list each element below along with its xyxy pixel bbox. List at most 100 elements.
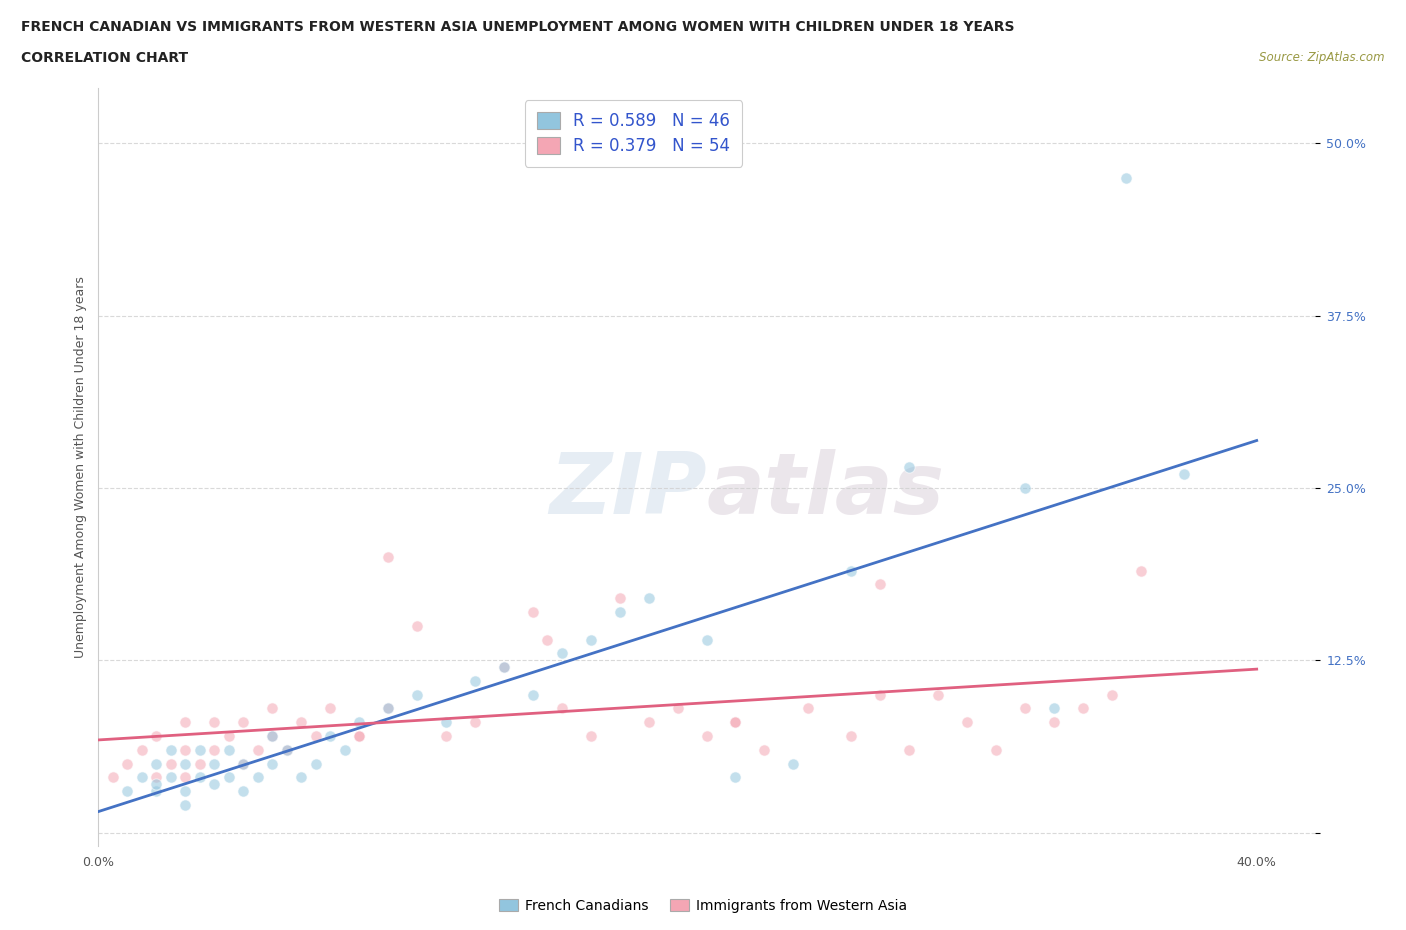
Point <box>609 604 631 619</box>
Text: ZIP: ZIP <box>548 448 707 532</box>
Point <box>218 770 240 785</box>
Point <box>637 715 659 730</box>
Point <box>174 742 197 757</box>
Point <box>232 715 254 730</box>
Point <box>145 770 167 785</box>
Point <box>839 728 862 743</box>
Point <box>551 701 574 716</box>
Point <box>754 742 776 757</box>
Point <box>536 632 558 647</box>
Point <box>188 756 211 771</box>
Point <box>492 659 515 674</box>
Point <box>276 742 298 757</box>
Point <box>695 728 717 743</box>
Point <box>304 728 326 743</box>
Point <box>246 770 269 785</box>
Text: CORRELATION CHART: CORRELATION CHART <box>21 51 188 65</box>
Point <box>637 591 659 605</box>
Point <box>145 777 167 791</box>
Point <box>262 701 284 716</box>
Point <box>406 687 429 702</box>
Point <box>174 756 197 771</box>
Point <box>927 687 949 702</box>
Point <box>839 564 862 578</box>
Point <box>377 701 399 716</box>
Point <box>218 728 240 743</box>
Point <box>246 742 269 757</box>
Point <box>898 460 921 475</box>
Point <box>131 770 153 785</box>
Point <box>609 591 631 605</box>
Point <box>333 742 356 757</box>
Point <box>579 728 602 743</box>
Point <box>724 715 747 730</box>
Point <box>145 756 167 771</box>
Point <box>797 701 820 716</box>
Point <box>579 632 602 647</box>
Point <box>782 756 804 771</box>
Point <box>724 770 747 785</box>
Text: FRENCH CANADIAN VS IMMIGRANTS FROM WESTERN ASIA UNEMPLOYMENT AMONG WOMEN WITH CH: FRENCH CANADIAN VS IMMIGRANTS FROM WESTE… <box>21 20 1015 34</box>
Point <box>145 728 167 743</box>
Point <box>202 715 225 730</box>
Point <box>434 715 457 730</box>
Point <box>869 577 891 591</box>
Point <box>522 687 544 702</box>
Point <box>232 756 254 771</box>
Point <box>174 784 197 799</box>
Legend: R = 0.589   N = 46, R = 0.379   N = 54: R = 0.589 N = 46, R = 0.379 N = 54 <box>524 100 742 166</box>
Point <box>262 728 284 743</box>
Point <box>347 728 370 743</box>
Point <box>188 742 211 757</box>
Legend: French Canadians, Immigrants from Western Asia: French Canadians, Immigrants from Wester… <box>494 894 912 919</box>
Point <box>131 742 153 757</box>
Point <box>304 756 326 771</box>
Point <box>377 550 399 565</box>
Point <box>218 742 240 757</box>
Point <box>695 632 717 647</box>
Point <box>406 618 429 633</box>
Point <box>174 770 197 785</box>
Point <box>101 770 124 785</box>
Point <box>724 715 747 730</box>
Point <box>276 742 298 757</box>
Point <box>492 659 515 674</box>
Point <box>377 701 399 716</box>
Point <box>551 646 574 661</box>
Point <box>1115 170 1137 185</box>
Text: Source: ZipAtlas.com: Source: ZipAtlas.com <box>1260 51 1385 64</box>
Point <box>174 715 197 730</box>
Point <box>1129 564 1152 578</box>
Point <box>898 742 921 757</box>
Point <box>1043 701 1066 716</box>
Point <box>159 742 181 757</box>
Point <box>202 742 225 757</box>
Point <box>145 784 167 799</box>
Point <box>262 728 284 743</box>
Point <box>464 673 486 688</box>
Point <box>159 770 181 785</box>
Point <box>347 728 370 743</box>
Point <box>956 715 979 730</box>
Point <box>232 784 254 799</box>
Point <box>174 798 197 813</box>
Point <box>319 728 342 743</box>
Point <box>290 715 312 730</box>
Y-axis label: Unemployment Among Women with Children Under 18 years: Unemployment Among Women with Children U… <box>75 276 87 658</box>
Point <box>1043 715 1066 730</box>
Point <box>666 701 689 716</box>
Point <box>434 728 457 743</box>
Point <box>1014 701 1036 716</box>
Text: atlas: atlas <box>707 448 945 532</box>
Point <box>347 715 370 730</box>
Point <box>202 756 225 771</box>
Point <box>319 701 342 716</box>
Point <box>262 756 284 771</box>
Point <box>117 756 139 771</box>
Point <box>464 715 486 730</box>
Point <box>202 777 225 791</box>
Point <box>117 784 139 799</box>
Point <box>1101 687 1123 702</box>
Point <box>522 604 544 619</box>
Point <box>1014 481 1036 496</box>
